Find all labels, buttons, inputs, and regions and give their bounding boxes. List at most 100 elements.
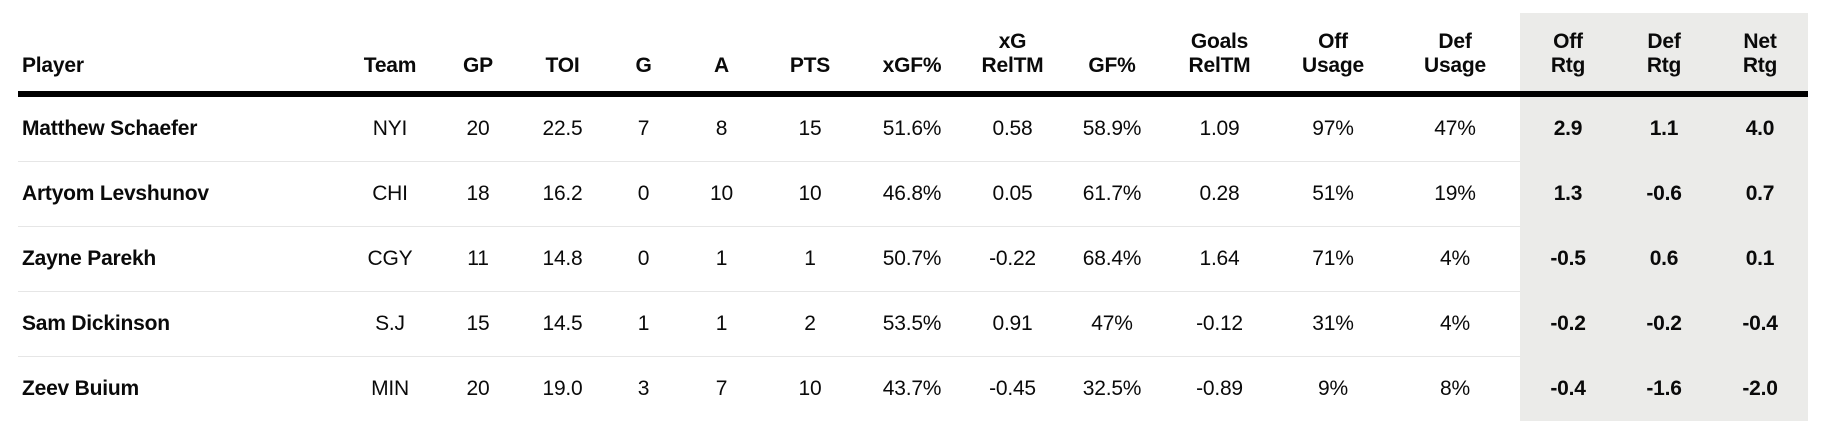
cell-gf-pct: 32.5% [1082,377,1142,400]
cell-xg-reltm: 0.05 [964,161,1061,227]
column-header-gp: GP [435,13,521,97]
cell-def-rtg: -0.6 [1616,161,1712,227]
cell-g: 1 [604,291,683,357]
column-header-pts: PTS [760,13,860,97]
cell-toi: 22.5 [521,94,604,162]
cell-xg-reltm: 0.58 [964,94,1061,162]
cell-gf-pct: 58.9% [1061,94,1163,162]
cell-player: Matthew Schaefer [18,94,345,162]
table-row: Zeev Buium MIN 20 19.0 3 7 10 43.7% -0.45 32.5% -0… [18,356,1808,421]
cell-net-rtg: -2.0 [1712,356,1808,421]
cell-a: 1 [683,226,760,292]
cell-off-usage: 31% [1276,291,1390,357]
cell-toi: 14.8 [521,226,604,292]
cell-def-rtg: 0.6 [1616,226,1712,292]
table-row: Matthew Schaefer NYI 20 22.5 7 8 15 51.6% 0.58 58… [18,94,1808,162]
table-body: Matthew Schaefer NYI 20 22.5 7 8 15 51.6% 0.58 58… [18,94,1808,421]
table-row: Sam Dickinson S.J 15 14.5 1 1 2 53.5% 0.91 47% -0.… [18,291,1808,357]
column-header-team: Team [345,13,435,97]
cell-off-usage: 9% [1318,377,1348,400]
cell-pts: 10 [798,377,822,400]
cell-goals-reltm: -0.89 [1196,377,1243,400]
header-row: Player Team GP TOI G A PTS xGF% xG RelTM GF% Goals… [18,13,1808,97]
column-header-xg-reltm: xG RelTM [964,13,1061,97]
column-header-def-usage: Def Usage [1390,13,1520,97]
cell-player: Sam Dickinson [18,291,345,357]
cell-def-usage: 8% [1440,377,1470,400]
column-header-player: Player [18,13,345,97]
cell-def-rtg: 1.1 [1616,94,1712,162]
cell-goals-reltm: 0.28 [1163,161,1276,227]
column-header-toi: TOI [521,13,604,97]
column-header-off-usage: Off Usage [1276,13,1390,97]
cell-toi: 14.5 [521,291,604,357]
cell-def-usage: 19% [1390,161,1520,227]
cell-net-rtg: 4.0 [1712,94,1808,162]
cell-xg-reltm: -0.22 [964,226,1061,292]
cell-a: 8 [683,94,760,162]
column-header-goals-reltm: Goals RelTM [1163,13,1276,97]
player-stats-table: Player Team GP TOI G A PTS xGF% xG RelTM GF% Goals… [18,13,1808,421]
cell-net-rtg: 0.1 [1712,226,1808,292]
cell-gp: 20 [466,377,490,400]
cell-goals-reltm: -0.12 [1163,291,1276,357]
cell-xgf-pct: 46.8% [860,161,964,227]
table-row: Zayne Parekh CGY 11 14.8 0 1 1 50.7% -0.22 68.4% 1… [18,226,1808,292]
stats-table-panel: Player Team GP TOI G A PTS xGF% xG RelTM GF% Goals… [0,13,1828,421]
cell-off-usage: 97% [1276,94,1390,162]
cell-player: Zeev Buium [22,377,139,400]
cell-net-rtg: 0.7 [1712,161,1808,227]
cell-off-usage: 51% [1276,161,1390,227]
cell-gp: 18 [435,161,521,227]
cell-def-usage: 4% [1390,291,1520,357]
cell-xg-reltm: 0.91 [964,291,1061,357]
cell-goals-reltm: 1.64 [1163,226,1276,292]
cell-g: 3 [637,377,650,400]
cell-off-rtg: 2.9 [1520,94,1616,162]
column-header-xgf-pct: xGF% [860,13,964,97]
cell-xgf-pct: 43.7% [882,377,942,400]
cell-gp: 20 [435,94,521,162]
cell-def-rtg: -0.2 [1616,291,1712,357]
cell-off-rtg: -0.2 [1520,291,1616,357]
cell-off-usage: 71% [1276,226,1390,292]
cell-pts: 2 [760,291,860,357]
cell-off-rtg: 1.3 [1520,161,1616,227]
cell-xgf-pct: 53.5% [860,291,964,357]
cell-team: NYI [345,94,435,162]
cell-gf-pct: 61.7% [1061,161,1163,227]
column-header-off-rtg: Off Rtg [1520,13,1616,97]
cell-toi: 19.0 [542,377,583,400]
cell-off-rtg: -0.4 [1520,356,1616,421]
column-header-a: A [683,13,760,97]
cell-a: 10 [683,161,760,227]
table-row: Artyom Levshunov CHI 18 16.2 0 10 10 46.8% 0.05 6… [18,161,1808,227]
cell-def-usage: 4% [1390,226,1520,292]
cell-goals-reltm: 1.09 [1163,94,1276,162]
cell-team: MIN [371,377,409,400]
cell-gf-pct: 68.4% [1061,226,1163,292]
cell-team: S.J [345,291,435,357]
cell-pts: 10 [760,161,860,227]
column-header-def-rtg: Def Rtg [1616,13,1712,97]
cell-a: 1 [683,291,760,357]
cell-player: Artyom Levshunov [18,161,345,227]
column-header-g: G [604,13,683,97]
cell-def-rtg: -1.6 [1616,356,1712,421]
cell-g: 7 [604,94,683,162]
column-header-net-rtg: Net Rtg [1712,13,1808,97]
cell-net-rtg: -0.4 [1712,291,1808,357]
cell-player: Zayne Parekh [18,226,345,292]
cell-def-usage: 47% [1390,94,1520,162]
cell-gp: 11 [435,226,521,292]
cell-toi: 16.2 [521,161,604,227]
cell-xgf-pct: 50.7% [860,226,964,292]
cell-xg-reltm: -0.45 [989,377,1036,400]
cell-g: 0 [604,226,683,292]
cell-team: CHI [345,161,435,227]
cell-gf-pct: 47% [1061,291,1163,357]
cell-gp: 15 [435,291,521,357]
cell-team: CGY [345,226,435,292]
column-header-gf-pct: GF% [1061,13,1163,97]
cell-off-rtg: -0.5 [1520,226,1616,292]
